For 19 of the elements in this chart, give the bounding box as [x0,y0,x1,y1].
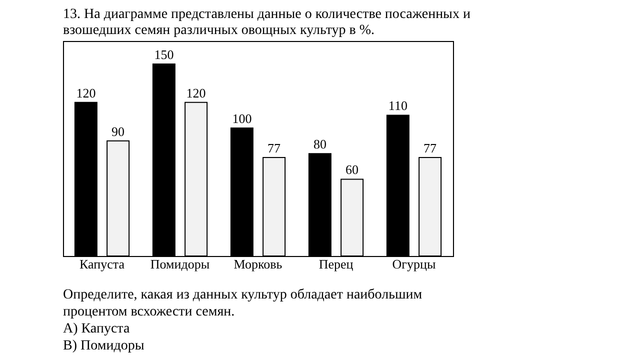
data-label: 150 [154,47,174,62]
x-tick-label: Морковь [234,256,282,272]
chart-title: 13. На диаграмме представлены данные о количестве посаженных и взошедших семян различных овощных культур в %. [63,7,471,38]
data-label: 77 [268,140,282,156]
text: В) Помидоры [63,338,145,354]
data-label: 77 [424,140,438,156]
x-tick-label: Огурцы [392,256,436,272]
data-label: 90 [112,124,125,139]
x-tick-label: Капуста [80,256,125,272]
data-label: 60 [346,162,359,178]
data-label: 80 [313,136,326,152]
data-label: 110 [388,98,408,114]
data-label: 120 [76,85,96,100]
x-tick-label: Помидоры [150,256,210,272]
data-label: 120 [186,85,206,100]
text: А) Капуста [63,322,130,336]
text: Определите, какая из данных культур обладает наибольшим процентом всхожести семян. [63,288,422,320]
x-tick-label: Перец [318,256,354,272]
data-label: 100 [232,111,252,126]
